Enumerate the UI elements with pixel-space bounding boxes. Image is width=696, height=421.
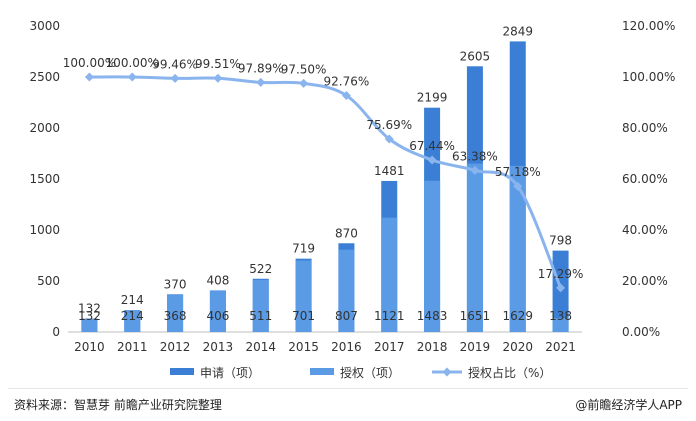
y-right-tick-label: 0.00% xyxy=(622,325,660,339)
data-label-applied: 370 xyxy=(164,277,187,291)
data-label-applied: 870 xyxy=(335,226,358,240)
y-right-tick-label: 120.00% xyxy=(622,19,675,33)
bar-granted xyxy=(509,165,526,332)
data-label-ratio: 97.89% xyxy=(238,61,284,75)
legend-swatch xyxy=(170,368,194,375)
y-left-tick-label: 500 xyxy=(37,274,60,288)
y-right-tick-label: 80.00% xyxy=(622,121,668,135)
data-label-applied: 408 xyxy=(206,273,229,287)
data-label-ratio: 57.18% xyxy=(495,165,541,179)
ratio-point-marker xyxy=(470,165,480,175)
data-label-ratio: 92.76% xyxy=(324,74,370,88)
y-right-tick-label: 100.00% xyxy=(622,70,675,84)
data-label-granted: 138 xyxy=(549,309,572,323)
data-label-granted: 1629 xyxy=(502,309,533,323)
data-label-ratio: 100.00% xyxy=(106,56,159,70)
bar-granted xyxy=(295,260,312,332)
x-tick-label: 2014 xyxy=(245,340,276,354)
data-label-applied: 2849 xyxy=(502,24,533,38)
data-label-applied: 522 xyxy=(249,262,272,276)
ratio-point-marker xyxy=(299,78,309,88)
x-tick-label: 2012 xyxy=(160,340,191,354)
bar-granted xyxy=(424,180,441,332)
bar-granted xyxy=(381,217,398,332)
series-line-ratio xyxy=(89,75,562,289)
y-right-tick-label: 60.00% xyxy=(622,172,668,186)
ratio-point-marker xyxy=(170,73,180,83)
data-label-granted: 368 xyxy=(164,309,187,323)
x-tick-label: 2015 xyxy=(288,340,319,354)
bar-granted xyxy=(338,249,355,332)
y-left-tick-label: 2000 xyxy=(29,121,60,135)
x-tick-label: 2010 xyxy=(74,340,105,354)
x-tick-label: 2017 xyxy=(374,340,405,354)
x-tick-label: 2020 xyxy=(502,340,533,354)
data-label-applied: 214 xyxy=(121,293,144,307)
data-label-ratio: 17.29% xyxy=(538,267,584,281)
data-label-ratio: 67.44% xyxy=(409,139,455,153)
ratio-point-marker xyxy=(213,73,223,83)
y-left-tick-label: 2500 xyxy=(29,70,60,84)
ratio-point-marker xyxy=(556,283,566,293)
data-label-granted: 214 xyxy=(121,309,144,323)
bar-granted xyxy=(252,279,269,332)
data-label-granted: 701 xyxy=(292,309,315,323)
y-left-tick-label: 3000 xyxy=(29,19,60,33)
y-right-tick-label: 20.00% xyxy=(622,274,668,288)
patent-chart: 0 500 1000 1500 2000 2500 3000 0.00% 20.00% 40.00… xyxy=(29,19,675,380)
source-note: 资料来源：智慧芽 前瞻产业研究院整理 xyxy=(14,398,222,412)
data-label-granted: 807 xyxy=(335,309,358,323)
data-label-granted: 406 xyxy=(206,309,229,323)
legend-item-ratio: 授权占比（%） xyxy=(468,365,551,380)
data-label-granted: 1483 xyxy=(417,309,448,323)
data-label-granted: 1651 xyxy=(460,309,491,323)
data-label-ratio: 99.46% xyxy=(152,57,198,71)
x-tick-label: 2018 xyxy=(417,340,448,354)
data-label-granted: 1121 xyxy=(374,309,405,323)
bar-granted xyxy=(81,318,98,332)
ratio-point-marker xyxy=(127,72,137,82)
brand-label: @前瞻经济学人APP xyxy=(575,398,682,412)
data-label-ratio: 97.50% xyxy=(281,62,327,76)
data-label-applied: 2605 xyxy=(460,49,491,63)
y-left-tick-label: 1500 xyxy=(29,172,60,186)
legend-item-granted: 授权（项） xyxy=(340,365,400,380)
footer-divider xyxy=(8,388,688,389)
y-right-tick-label: 40.00% xyxy=(622,223,668,237)
data-label-ratio: 63.38% xyxy=(452,149,498,163)
y-left-tick-label: 0 xyxy=(52,325,60,339)
data-label-granted: 132 xyxy=(78,309,101,323)
ratio-point-marker xyxy=(513,181,523,191)
y-left-tick-label: 1000 xyxy=(29,223,60,237)
x-tick-label: 2019 xyxy=(460,340,491,354)
legend-item-applied: 申请（项） xyxy=(200,366,260,380)
ratio-point-marker xyxy=(341,90,351,100)
x-tick-label: 2013 xyxy=(203,340,234,354)
data-label-ratio: 100.00% xyxy=(63,56,116,70)
data-label-applied: 132 xyxy=(78,302,101,316)
data-label-applied: 798 xyxy=(549,234,572,248)
ratio-point-marker xyxy=(256,77,266,87)
data-label-ratio: 99.51% xyxy=(195,57,241,71)
bar-granted xyxy=(209,290,226,332)
ratio-point-marker xyxy=(84,72,94,82)
bar-granted xyxy=(552,317,569,332)
data-label-applied: 2199 xyxy=(417,91,448,105)
x-tick-label: 2016 xyxy=(331,340,362,354)
data-label-applied: 719 xyxy=(292,242,315,256)
ratio-point-marker xyxy=(384,134,394,144)
legend-marker xyxy=(442,367,452,377)
data-label-granted: 511 xyxy=(249,309,272,323)
x-tick-label: 2011 xyxy=(117,340,148,354)
data-label-ratio: 75.69% xyxy=(366,118,412,132)
legend-swatch xyxy=(310,368,334,375)
bar-granted xyxy=(124,310,141,332)
bar-granted xyxy=(167,294,184,332)
data-label-applied: 1481 xyxy=(374,164,405,178)
ratio-point-marker xyxy=(427,155,437,165)
bar-granted xyxy=(466,163,483,332)
x-tick-label: 2021 xyxy=(545,340,576,354)
